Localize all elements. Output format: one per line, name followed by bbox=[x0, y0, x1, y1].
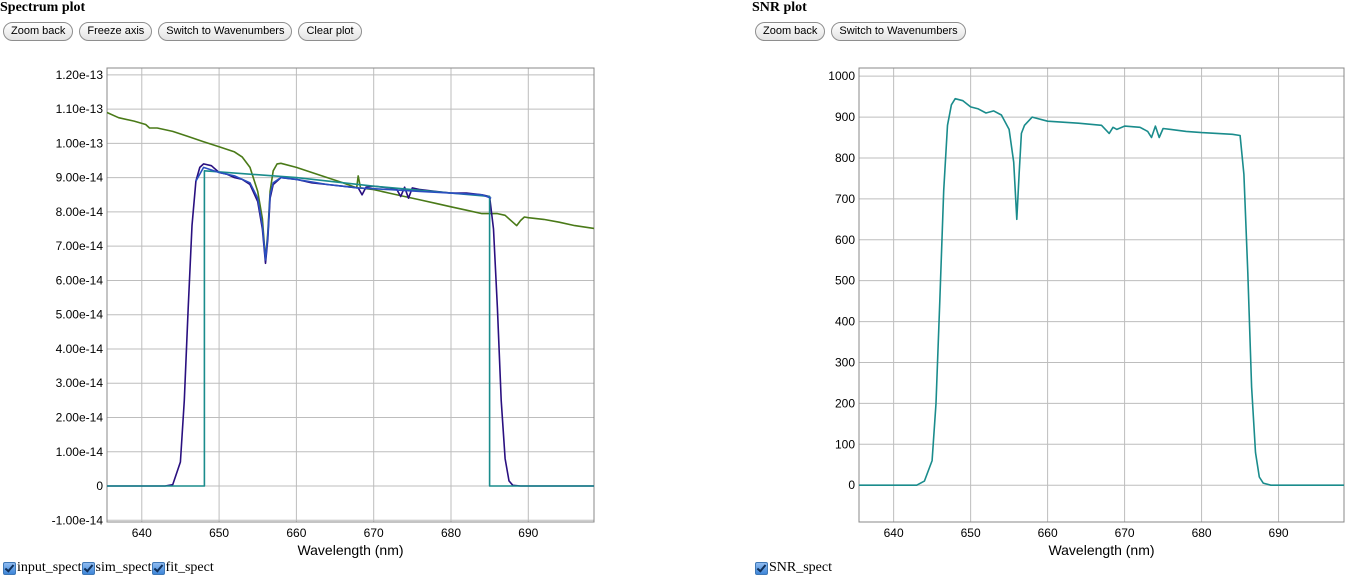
x-tick-label: 670 bbox=[364, 526, 384, 540]
snr-legend: SNR_spect bbox=[755, 560, 832, 576]
y-tick-label: 700 bbox=[835, 192, 855, 206]
y-tick-label: 3.00e-14 bbox=[56, 376, 104, 390]
spectrum-legend: input_spect sim_spect fit_spect bbox=[3, 560, 214, 576]
y-tick-label: 8.00e-14 bbox=[56, 205, 104, 219]
y-tick-label: 400 bbox=[835, 315, 855, 329]
x-tick-label: 680 bbox=[1192, 526, 1212, 540]
legend-label: SNR_spect bbox=[769, 560, 832, 575]
fit-spect-checkbox[interactable] bbox=[151, 561, 165, 575]
x-tick-label: 650 bbox=[209, 526, 229, 540]
snr-zoom-back-button[interactable]: Zoom back bbox=[755, 22, 826, 41]
snr-plot-title: SNR plot bbox=[752, 0, 807, 15]
legend-snr-spect[interactable]: SNR_spect bbox=[755, 560, 832, 576]
legend-fit-spect[interactable]: fit_spect bbox=[151, 560, 214, 576]
y-tick-label: 4.00e-14 bbox=[56, 342, 104, 356]
input-spect-checkbox[interactable] bbox=[3, 561, 16, 575]
legend-label: sim_spect bbox=[95, 560, 152, 575]
y-tick-label: 800 bbox=[835, 151, 855, 165]
spectrum-switch-wavenumbers-button[interactable]: Switch to Wavenumbers bbox=[158, 22, 293, 41]
legend-sim-spect[interactable]: sim_spect bbox=[81, 560, 152, 576]
y-tick-label: 100 bbox=[835, 437, 855, 451]
y-tick-label: 1.10e-13 bbox=[56, 102, 104, 116]
clear-plot-button[interactable]: Clear plot bbox=[298, 22, 362, 41]
y-tick-label: 1.00e-14 bbox=[56, 445, 104, 459]
spectrum-plot-title: Spectrum plot bbox=[0, 0, 86, 15]
plot-frame bbox=[106, 67, 595, 523]
y-tick-label: 6.00e-14 bbox=[56, 273, 104, 287]
sim-spect-checkbox[interactable] bbox=[81, 561, 95, 575]
y-tick-label: 200 bbox=[835, 396, 855, 410]
x-axis-label: Wavelength (nm) bbox=[1048, 542, 1154, 558]
y-tick-label: 0 bbox=[848, 478, 855, 492]
snr-toolbar: Zoom back Switch to Wavenumbers bbox=[755, 22, 966, 41]
y-tick-label: 5.00e-14 bbox=[56, 308, 104, 322]
legend-input-spect[interactable]: input_spect bbox=[3, 560, 82, 576]
series-line-fit-spect-overlay bbox=[195, 166, 492, 261]
x-tick-label: 640 bbox=[132, 526, 152, 540]
spectrum-chart[interactable]: -1.00e-14 0 1.00e-14 2.00e-14 3.00e-14 4.00e-… bbox=[0, 50, 600, 560]
y-tick-label: 7.00e-14 bbox=[56, 239, 104, 253]
y-tick-label: 500 bbox=[835, 274, 855, 288]
y-tick-label: 0 bbox=[96, 479, 103, 493]
x-tick-label: 640 bbox=[884, 526, 904, 540]
x-tick-label: 650 bbox=[961, 526, 981, 540]
x-tick-label: 660 bbox=[286, 526, 306, 540]
snr-switch-wavenumbers-button[interactable]: Switch to Wavenumbers bbox=[831, 22, 966, 41]
x-tick-label: 680 bbox=[441, 526, 461, 540]
y-tick-label: 9.00e-14 bbox=[56, 171, 104, 185]
legend-label: fit_spect bbox=[165, 560, 214, 575]
series-line-input-spect bbox=[107, 111, 594, 261]
x-tick-label: 690 bbox=[518, 526, 538, 540]
y-tick-label: 600 bbox=[835, 233, 855, 247]
y-tick-label: 2.00e-14 bbox=[56, 410, 104, 424]
legend-label: input_spect bbox=[17, 560, 82, 575]
freeze-axis-button[interactable]: Freeze axis bbox=[79, 22, 153, 41]
series-line-fit-spect bbox=[107, 170, 594, 487]
x-tick-label: 660 bbox=[1038, 526, 1058, 540]
snr-spect-checkbox[interactable] bbox=[755, 561, 768, 575]
plot-frame bbox=[858, 67, 1345, 523]
y-tick-label: 1.20e-13 bbox=[56, 68, 104, 82]
y-tick-label: -1.00e-14 bbox=[52, 513, 104, 527]
spectrum-zoom-back-button[interactable]: Zoom back bbox=[3, 22, 74, 41]
series-line-SNR-spect bbox=[859, 97, 1344, 487]
y-tick-label: 1.00e-13 bbox=[56, 136, 104, 150]
x-tick-label: 670 bbox=[1115, 526, 1135, 540]
y-tick-label: 300 bbox=[835, 355, 855, 369]
x-axis-label: Wavelength (nm) bbox=[297, 542, 403, 558]
snr-chart[interactable]: 0 100 200 300 400 500 600 700 800 900 1000 640 650 66… bbox=[752, 50, 1345, 560]
spectrum-toolbar: Zoom back Freeze axis Switch to Wavenumb… bbox=[3, 22, 362, 41]
y-tick-label: 1000 bbox=[828, 69, 855, 83]
x-tick-label: 690 bbox=[1269, 526, 1289, 540]
y-tick-label: 900 bbox=[835, 110, 855, 124]
